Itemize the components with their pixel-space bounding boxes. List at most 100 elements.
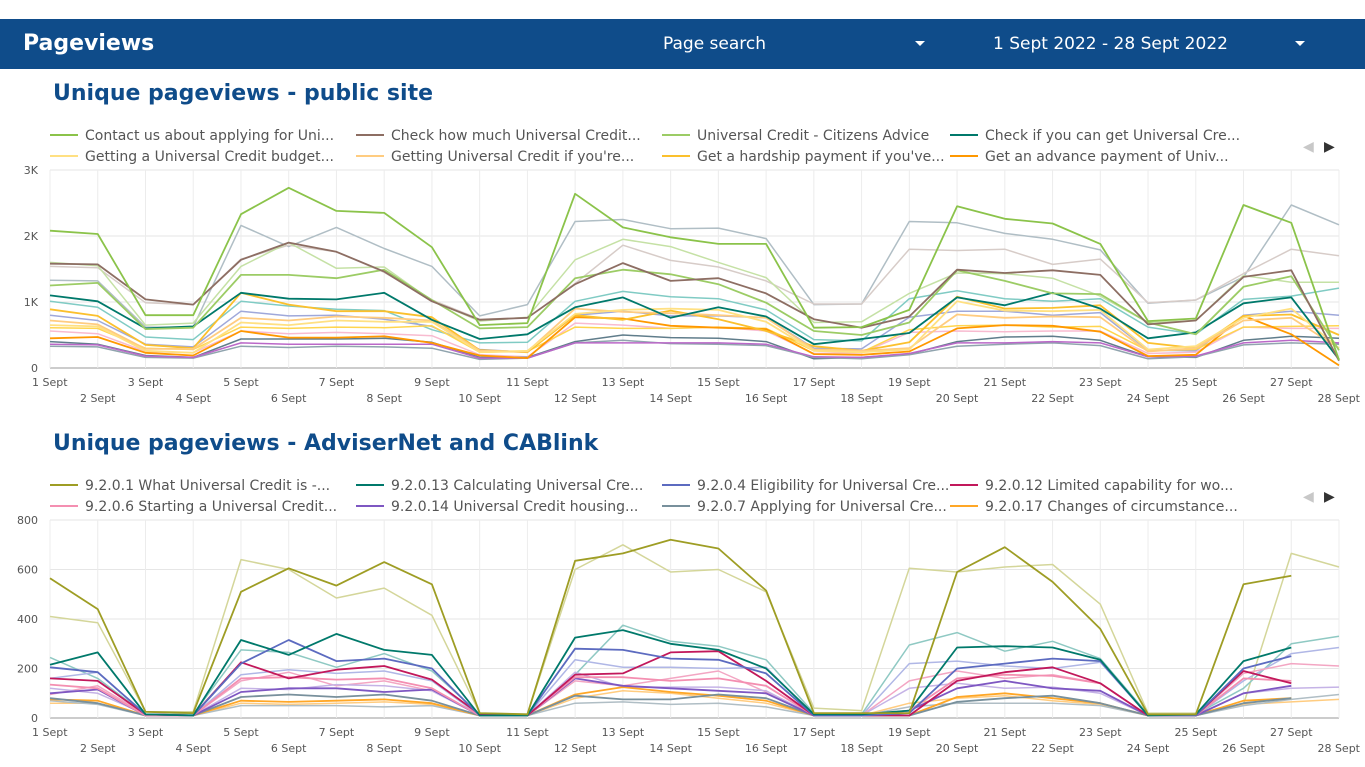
x-tick-label: 11 Sept <box>506 726 549 739</box>
legend-item[interactable]: 9.2.0.1 What Universal Credit is -... <box>50 478 330 494</box>
x-tick-label: 2 Sept <box>80 392 116 405</box>
x-tick-label: 2 Sept <box>80 742 116 755</box>
legend-prev-icon[interactable]: ◀ <box>1303 138 1314 154</box>
legend-label: 9.2.0.12 Limited capability for wo... <box>985 478 1233 494</box>
x-tick-label: 16 Sept <box>745 392 788 405</box>
header-bar: Pageviews Page search 1 Sept 2022 - 28 S… <box>0 19 1365 69</box>
page-search-chevron-down-icon[interactable] <box>915 41 925 46</box>
series-line-context <box>49 339 1340 359</box>
x-tick-label: 28 Sept <box>1317 742 1360 755</box>
y-tick-label: 0 <box>31 362 38 375</box>
series-line-context <box>49 671 1340 717</box>
legend-item[interactable]: Check how much Universal Credit... <box>356 128 641 144</box>
y-tick-label: 800 <box>17 514 38 527</box>
x-tick-label: 13 Sept <box>602 726 645 739</box>
legend-item[interactable]: Get a hardship payment if you've... <box>662 149 945 165</box>
x-tick-label: 8 Sept <box>366 742 402 755</box>
x-tick-label: 1 Sept <box>32 726 68 739</box>
legend-label: 9.2.0.17 Changes of circumstance... <box>985 499 1238 515</box>
x-tick-label: 26 Sept <box>1222 392 1265 405</box>
legend-item[interactable]: Contact us about applying for Uni... <box>50 128 334 144</box>
series-line-context <box>49 287 1340 344</box>
x-tick-label: 17 Sept <box>793 726 836 739</box>
legend-item[interactable]: 9.2.0.4 Eligibility for Universal Cre... <box>662 478 949 494</box>
x-tick-label: 20 Sept <box>936 392 979 405</box>
x-tick-label: 21 Sept <box>984 726 1027 739</box>
legend-label: Universal Credit - Citizens Advice <box>697 128 929 144</box>
date-range-picker[interactable]: 1 Sept 2022 - 28 Sept 2022 <box>993 34 1228 54</box>
x-tick-label: 7 Sept <box>319 376 355 389</box>
legend-item[interactable]: 9.2.0.12 Limited capability for wo... <box>950 478 1233 494</box>
x-tick-label: 16 Sept <box>745 742 788 755</box>
series-line-context <box>49 204 1340 328</box>
series-line <box>49 307 1340 353</box>
legend-next-icon[interactable]: ▶ <box>1324 138 1335 154</box>
public-site-line-chart: Contact us about applying for Uni... Chec… <box>24 128 1361 405</box>
app-title: Pageviews <box>23 31 155 56</box>
x-tick-label: 1 Sept <box>32 376 68 389</box>
legend-item[interactable]: Getting Universal Credit if you're... <box>356 149 634 165</box>
x-tick-label: 6 Sept <box>271 392 307 405</box>
x-tick-label: 3 Sept <box>128 376 164 389</box>
legend-item[interactable]: 9.2.0.13 Calculating Universal Cre... <box>356 478 643 494</box>
x-tick-label: 24 Sept <box>1127 742 1170 755</box>
series-line-context <box>49 624 1340 717</box>
legend-item[interactable]: 9.2.0.7 Applying for Universal Cre... <box>662 499 947 515</box>
legend-label: Get an advance payment of Univ... <box>985 149 1229 165</box>
legend-label: 9.2.0.7 Applying for Universal Cre... <box>697 499 947 515</box>
x-tick-label: 10 Sept <box>458 742 501 755</box>
series-line <box>49 538 1292 716</box>
x-tick-label: 15 Sept <box>697 726 740 739</box>
y-tick-label: 400 <box>17 613 38 626</box>
legend-item[interactable]: Universal Credit - Citizens Advice <box>662 128 929 144</box>
legend-item[interactable]: 9.2.0.17 Changes of circumstance... <box>950 499 1238 515</box>
date-range-chevron-down-icon[interactable] <box>1295 41 1305 46</box>
legend-item[interactable]: 9.2.0.14 Universal Credit housing... <box>356 499 638 515</box>
x-tick-label: 9 Sept <box>414 376 450 389</box>
series-line <box>49 629 1292 717</box>
x-tick-label: 13 Sept <box>602 376 645 389</box>
x-tick-label: 18 Sept <box>840 742 883 755</box>
legend-prev-icon[interactable]: ◀ <box>1303 488 1314 504</box>
x-tick-label: 23 Sept <box>1079 726 1122 739</box>
x-tick-label: 19 Sept <box>888 376 931 389</box>
legend-label: 9.2.0.4 Eligibility for Universal Cre... <box>697 478 949 494</box>
y-tick-label: 600 <box>17 564 38 577</box>
legend-label: Getting a Universal Credit budget... <box>85 149 334 165</box>
legend-label: 9.2.0.6 Starting a Universal Credit... <box>85 499 337 515</box>
series-line-context <box>49 693 1340 717</box>
page-search-dropdown[interactable]: Page search <box>663 34 767 54</box>
y-tick-label: 1K <box>24 296 39 309</box>
x-tick-label: 8 Sept <box>366 392 402 405</box>
y-tick-label: 200 <box>17 663 38 676</box>
x-tick-label: 25 Sept <box>1175 726 1218 739</box>
series-line <box>49 693 1292 717</box>
x-tick-label: 27 Sept <box>1270 726 1313 739</box>
y-tick-label: 0 <box>31 712 38 725</box>
legend-item[interactable]: 9.2.0.6 Starting a Universal Credit... <box>50 499 337 515</box>
legend-label: 9.2.0.13 Calculating Universal Cre... <box>391 478 643 494</box>
series-line <box>49 639 1292 717</box>
legend-item[interactable]: Check if you can get Universal Cre... <box>950 128 1240 144</box>
legend-label: Getting Universal Credit if you're... <box>391 149 634 165</box>
x-tick-label: 15 Sept <box>697 376 740 389</box>
series-line <box>49 186 1340 361</box>
series-line <box>49 315 1340 367</box>
x-tick-label: 22 Sept <box>1031 392 1074 405</box>
x-tick-label: 26 Sept <box>1222 742 1265 755</box>
chart-2-title: Unique pageviews - AdviserNet and CABlin… <box>53 431 599 456</box>
x-tick-label: 3 Sept <box>128 726 164 739</box>
series-line <box>49 650 1292 717</box>
x-tick-label: 20 Sept <box>936 742 979 755</box>
x-tick-label: 25 Sept <box>1175 376 1218 389</box>
x-tick-label: 5 Sept <box>223 376 259 389</box>
chart-1-title: Unique pageviews - public site <box>53 81 434 106</box>
x-tick-label: 17 Sept <box>793 376 836 389</box>
legend-item[interactable]: Getting a Universal Credit budget... <box>50 149 334 165</box>
legend-next-icon[interactable]: ▶ <box>1324 488 1335 504</box>
x-tick-label: 12 Sept <box>554 742 597 755</box>
x-tick-label: 11 Sept <box>506 376 549 389</box>
legend-label: Check if you can get Universal Cre... <box>985 128 1240 144</box>
legend-item[interactable]: Get an advance payment of Univ... <box>950 149 1229 165</box>
x-tick-label: 10 Sept <box>458 392 501 405</box>
